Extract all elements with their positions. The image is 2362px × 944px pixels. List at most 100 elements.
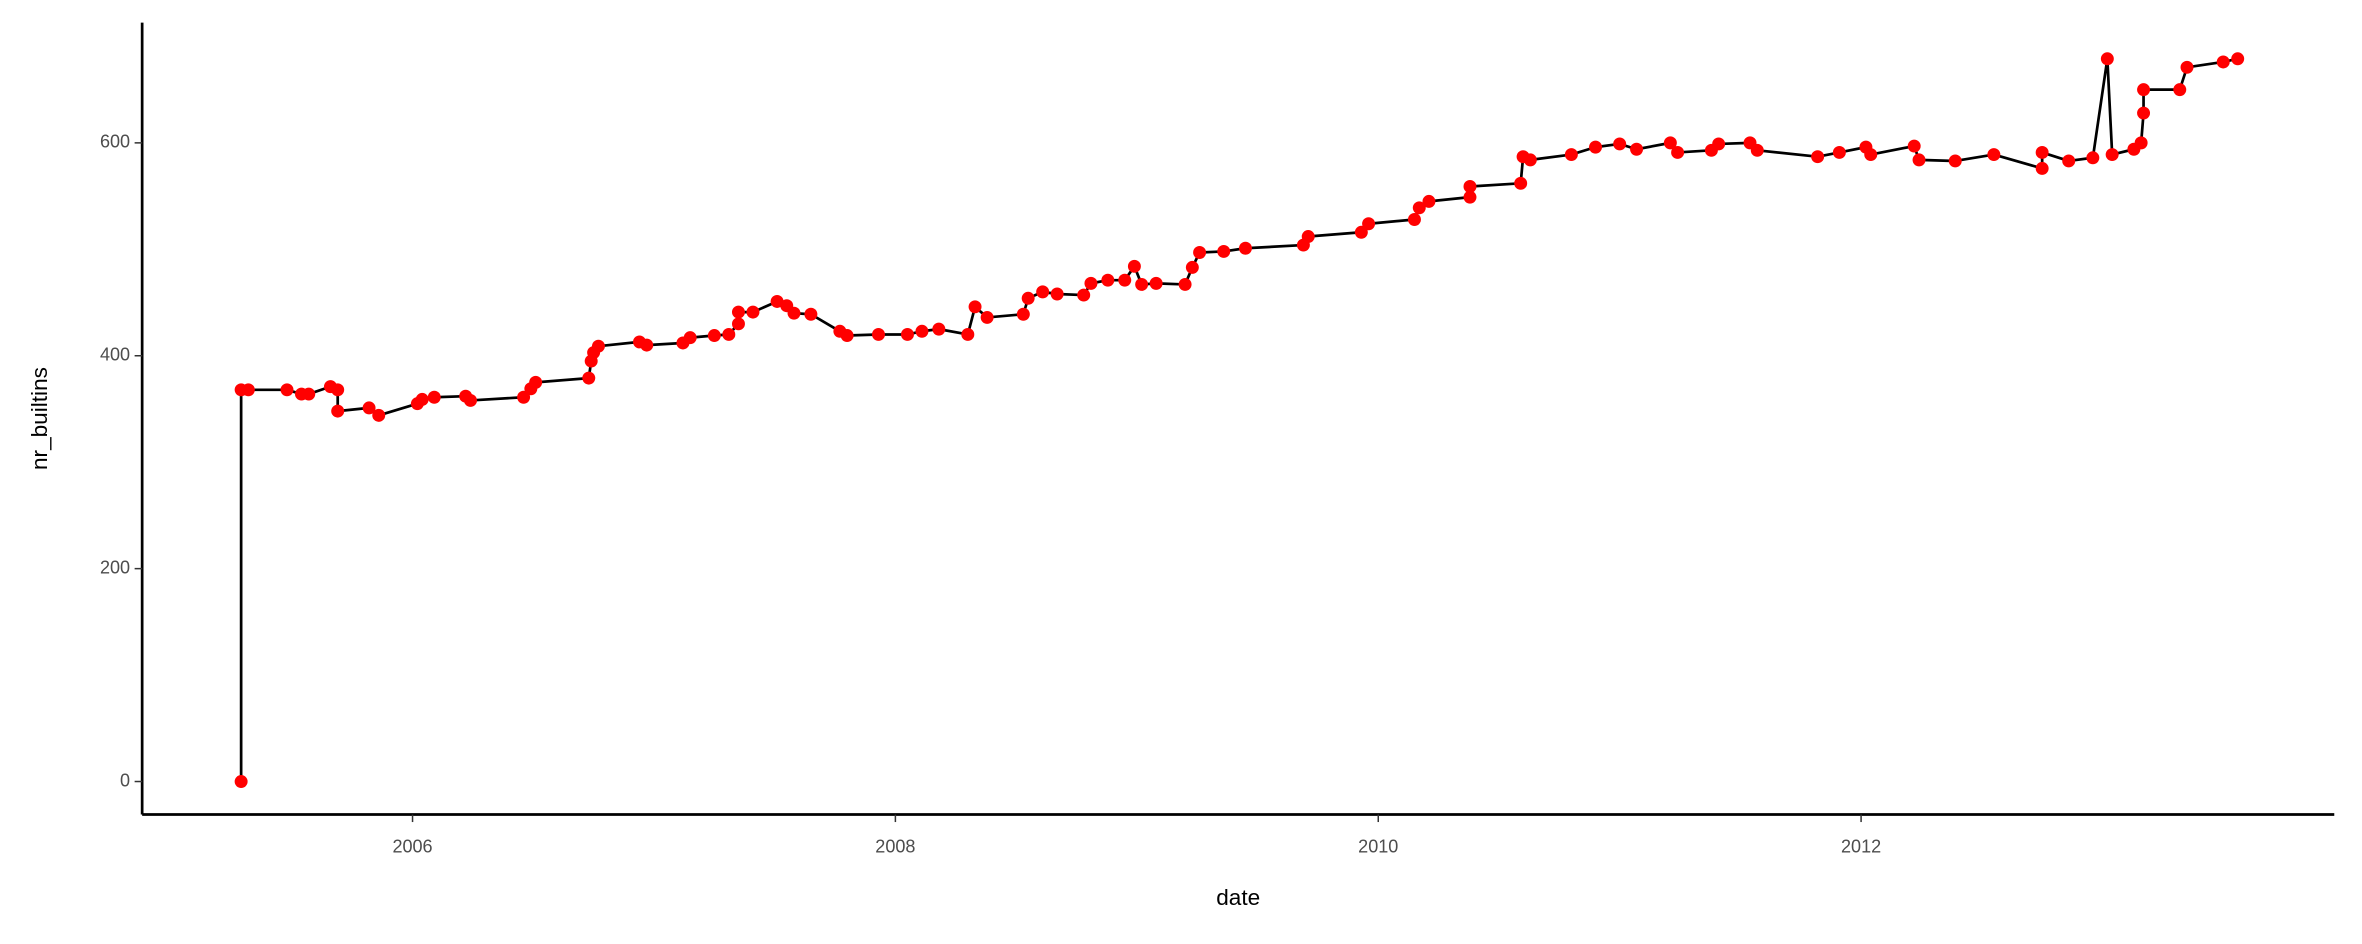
data-point xyxy=(731,305,745,319)
data-point xyxy=(1422,194,1436,208)
data-point xyxy=(787,306,801,320)
data-point xyxy=(1463,190,1477,204)
data-point xyxy=(2062,154,2076,168)
data-point xyxy=(415,392,429,406)
data-point xyxy=(1811,150,1825,164)
data-point xyxy=(1050,287,1064,301)
data-point xyxy=(2137,106,2151,120)
data-point xyxy=(1354,225,1368,239)
data-point xyxy=(234,775,248,788)
data-point xyxy=(707,329,721,343)
data-point xyxy=(932,322,946,336)
y-tick-label: 400 xyxy=(100,345,130,365)
data-point xyxy=(1589,140,1602,154)
data-point xyxy=(915,324,929,338)
y-axis-title: nr_builtins xyxy=(27,367,52,470)
data-point xyxy=(1149,276,1163,290)
data-point xyxy=(2086,151,2100,165)
data-point xyxy=(968,300,982,314)
data-point xyxy=(722,327,736,341)
data-point xyxy=(1832,145,1846,159)
data-point xyxy=(372,408,386,422)
data-point xyxy=(362,401,376,415)
data-point xyxy=(683,331,697,345)
data-point xyxy=(1750,143,1764,157)
data-point xyxy=(2216,55,2230,69)
data-point xyxy=(840,329,854,343)
data-point xyxy=(1912,153,1926,167)
data-point xyxy=(331,404,345,418)
data-point xyxy=(1217,244,1231,258)
data-point xyxy=(2035,161,2049,175)
data-point xyxy=(1016,307,1030,321)
data-point xyxy=(804,307,818,321)
data-point xyxy=(2137,83,2151,97)
data-point xyxy=(331,383,345,397)
data-point xyxy=(2100,52,2114,66)
data-point xyxy=(1663,136,1677,150)
data-point xyxy=(427,390,441,404)
data-point xyxy=(1407,213,1421,226)
data-point xyxy=(1523,153,1537,167)
data-point xyxy=(1987,148,2001,162)
data-point xyxy=(241,383,255,397)
data-point xyxy=(302,387,316,401)
data-point xyxy=(900,327,914,341)
data-point xyxy=(2035,145,2049,159)
data-point xyxy=(1178,277,1192,291)
data-point xyxy=(731,317,745,331)
data-point xyxy=(2105,148,2119,162)
data-point xyxy=(1084,276,1098,290)
data-point xyxy=(1463,180,1477,193)
data-point xyxy=(2173,83,2187,97)
x-tick-label: 2010 xyxy=(1358,836,1398,856)
data-point xyxy=(582,371,596,385)
data-point xyxy=(1412,201,1426,215)
y-tick-label: 200 xyxy=(100,557,130,577)
data-point xyxy=(1021,291,1035,305)
data-point xyxy=(1135,277,1149,291)
data-point xyxy=(529,375,543,389)
data-point xyxy=(1613,137,1627,151)
data-point xyxy=(1238,241,1252,255)
data-point xyxy=(1036,285,1050,299)
data-point xyxy=(980,310,994,324)
data-point xyxy=(746,305,760,319)
data-point xyxy=(770,294,784,308)
y-tick-label: 0 xyxy=(120,770,130,790)
data-point xyxy=(1301,230,1315,244)
data-point xyxy=(280,383,294,397)
data-point xyxy=(2231,52,2245,66)
data-point xyxy=(517,390,531,404)
data-line xyxy=(239,57,2238,782)
data-point xyxy=(1185,260,1199,274)
data-point xyxy=(1362,217,1376,231)
data-point xyxy=(1118,273,1132,287)
x-tick-label: 2006 xyxy=(392,836,432,856)
data-point xyxy=(1127,259,1141,273)
data-point xyxy=(1077,288,1091,302)
y-tick-label: 600 xyxy=(100,132,130,152)
data-point xyxy=(1671,145,1685,159)
data-point xyxy=(1564,148,1578,162)
data-point xyxy=(2134,136,2148,150)
x-axis-title: date xyxy=(1216,885,1260,910)
data-point xyxy=(1907,139,1921,153)
data-point xyxy=(1514,176,1528,190)
data-point xyxy=(464,393,477,407)
x-tick-label: 2012 xyxy=(1841,836,1881,856)
data-point xyxy=(1712,137,1726,151)
data-point xyxy=(872,327,885,341)
data-point xyxy=(1193,246,1207,259)
data-point xyxy=(591,339,605,353)
data-point xyxy=(2180,60,2194,74)
data-point xyxy=(640,338,654,352)
data-point xyxy=(1864,148,1878,162)
data-point xyxy=(1948,154,1962,168)
x-tick-label: 2008 xyxy=(875,836,915,856)
data-point xyxy=(961,327,975,341)
data-point xyxy=(1630,142,1644,156)
data-point xyxy=(1101,273,1115,287)
